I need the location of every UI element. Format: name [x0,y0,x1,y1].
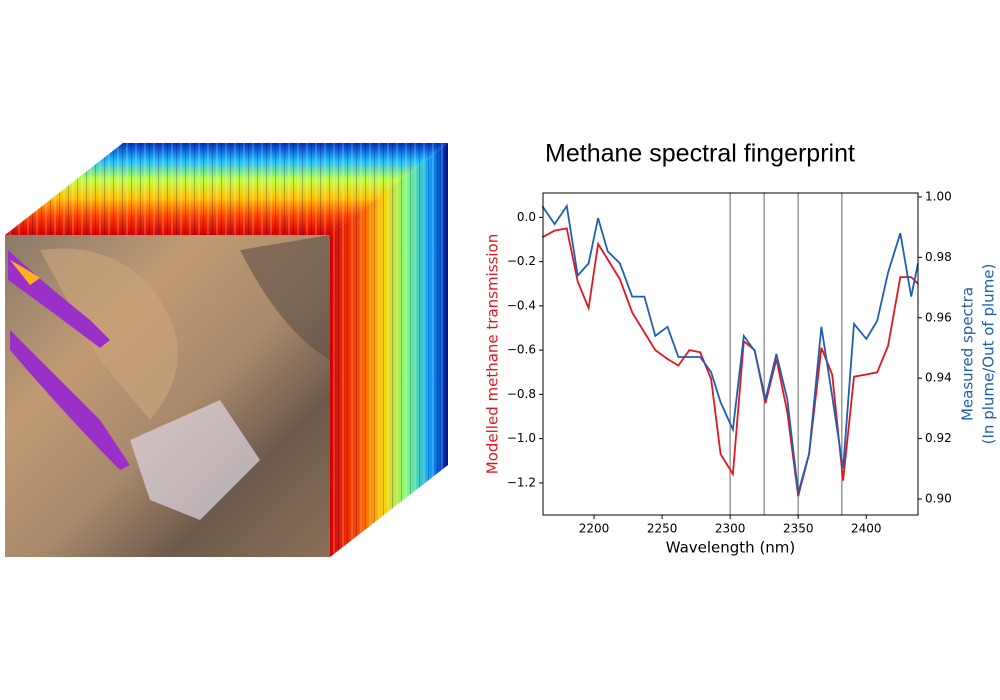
y2-tick-label: 0.94 [925,371,952,385]
cube-top-texture [5,143,448,235]
y2-tick-label: 0.90 [925,491,952,505]
y2-axis-label: Measured spectra [959,287,977,421]
x-tick-label: 2300 [715,522,746,536]
cube-side-texture [330,143,448,557]
y2-tick-label: 1.00 [925,189,952,203]
y-axis-label: Modelled methane transmission [484,234,502,474]
plume-core [10,260,40,285]
y-tick-label: −1.2 [507,475,536,489]
plume [10,330,130,470]
y2-tick-label: 0.96 [925,310,952,324]
y-tick-label: −0.8 [507,387,536,401]
x-tick-label: 2250 [647,522,678,536]
y2-axis-label: (In plume/Out of plume) [980,264,998,445]
hyperspectral-cube [5,143,448,557]
salt-flat [130,400,260,520]
y-tick-label: −1.0 [507,431,536,445]
x-axis-label: Wavelength (nm) [666,539,796,557]
x-tick-label: 2200 [579,522,610,536]
x-tick-label: 2400 [851,522,882,536]
y2-tick-label: 0.92 [925,431,952,445]
y-tick-label: −0.6 [507,343,536,357]
data-line [541,227,919,497]
y2-tick-label: 0.98 [925,250,952,264]
y-tick-label: −0.2 [507,254,536,268]
x-tick-label: 2350 [783,522,814,536]
terrain [40,248,178,420]
y-tick-label: −0.4 [507,298,536,312]
data-line [541,203,919,494]
mountains [240,235,330,360]
y-tick-label: 0.0 [517,210,536,224]
chart-title: Methane spectral fingerprint [545,140,855,168]
